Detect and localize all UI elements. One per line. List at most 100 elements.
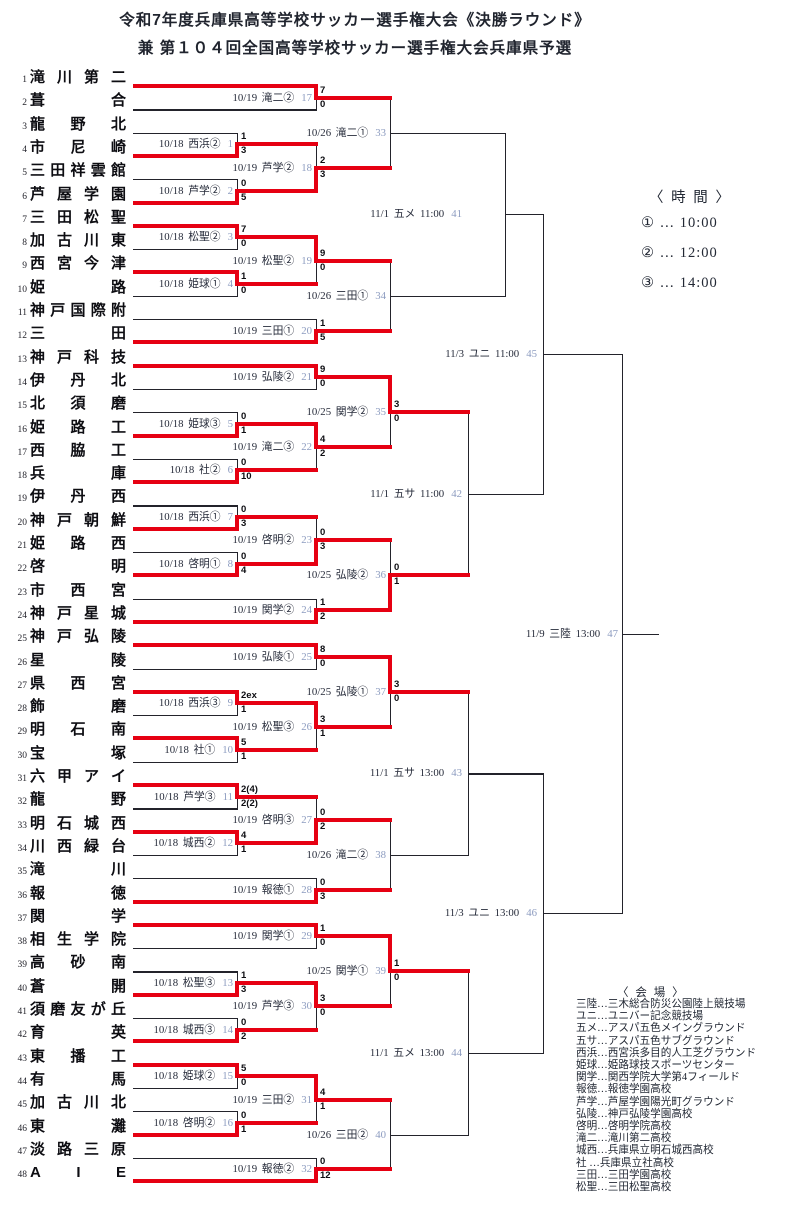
team-name-char: 台 <box>110 837 126 855</box>
team-name-char: 滝 <box>30 69 46 86</box>
winner-path <box>235 783 239 799</box>
team-number: 39 <box>17 960 28 971</box>
team-line <box>133 761 238 763</box>
match-number: 15 <box>222 1070 233 1083</box>
winner-path <box>390 689 470 694</box>
team-name-char: 英 <box>110 1024 126 1042</box>
team-number: 35 <box>17 867 28 878</box>
match-label: 10/19 松聖② 19 <box>162 255 312 267</box>
match-score-bottom: 3 <box>241 518 247 530</box>
team-name-char: 西 <box>30 441 46 459</box>
winner-path <box>314 421 318 450</box>
match-label: 11/9 三陸 13:00 47 <box>468 628 618 640</box>
team-number: 2 <box>22 98 27 109</box>
team-name-char: 工 <box>110 418 126 436</box>
match-score-top: 3 <box>394 399 400 411</box>
match-number: 41 <box>451 208 462 221</box>
team-name-char: 徳 <box>110 884 126 902</box>
team-name-char: 戸 <box>56 511 72 529</box>
team-name: 明石南 <box>30 722 126 738</box>
match-label-text: 10/18 社① <box>164 744 216 757</box>
team-number: 43 <box>17 1053 28 1064</box>
winner-path <box>314 922 318 939</box>
team-name-char: 戸 <box>56 628 72 646</box>
venue-legend-item: 関学…関西学院大学第4フィールド <box>576 1072 740 1084</box>
winner-path <box>314 1074 318 1102</box>
team-line <box>133 179 238 181</box>
winner-path <box>235 468 239 485</box>
match-score-top: 7 <box>241 224 247 236</box>
venue-legend-item: 西浜…西宮浜多目的人工芝グラウンド <box>576 1047 757 1059</box>
winner-path <box>133 643 318 648</box>
winner-path <box>316 445 392 450</box>
match-label-text: 10/18 社② <box>169 464 221 477</box>
match-exit-line <box>543 353 623 356</box>
team-name-char: 市 <box>30 581 46 599</box>
team-name: 神戸弘陵 <box>30 629 126 645</box>
team-name-char: 芦 <box>30 185 46 203</box>
team-number: 11 <box>17 308 27 318</box>
team-line <box>133 1087 238 1090</box>
venue-legend-list: 三陸…三木総合防災公園陸上競技場 ユニ…ユニバー記念競技場 五メ…アスパ五色メイング… <box>576 999 756 1194</box>
team-name: 龍野北 <box>30 116 126 133</box>
match-score-top: 1 <box>394 958 400 970</box>
winner-path <box>316 328 392 333</box>
match-score-bottom: 2 <box>320 448 326 460</box>
match-label: 10/26 滝二① 33 <box>236 127 386 139</box>
match-score-bottom: 4 <box>241 564 247 576</box>
match-number: 21 <box>301 371 312 384</box>
team-name: 報徳 <box>30 884 126 902</box>
team-name-char: 三 <box>30 325 46 343</box>
match-label: 11/1 五メ 13:00 44 <box>312 1047 462 1059</box>
match-exit-line <box>505 214 544 216</box>
team-name-char: 祥 <box>70 162 86 180</box>
team-name-char: 友 <box>70 1001 86 1018</box>
match-number: 6 <box>227 464 233 477</box>
match-label-text: 10/19 啓明② <box>232 534 295 547</box>
winner-path <box>133 619 318 624</box>
winner-path <box>133 340 318 345</box>
winner-path <box>133 1179 318 1184</box>
winner-path <box>390 969 470 974</box>
team-name-char: 関 <box>30 907 46 925</box>
team-name: 飾磨 <box>30 699 126 715</box>
team-name-char: 合 <box>110 92 126 110</box>
match-score-bottom: 0 <box>320 378 326 390</box>
team-line <box>133 1157 317 1160</box>
match-label: 10/18 松聖② 3 <box>83 231 233 243</box>
team-name-char: 星 <box>83 604 99 622</box>
match-label: 11/3 ユニ 11:00 45 <box>387 348 537 360</box>
match-label-text: 10/19 滝二③ <box>232 441 295 454</box>
time-legend-item-2: ② … 12:00 <box>641 245 718 261</box>
team-name-char: 聖 <box>110 208 126 226</box>
match-label-text: 10/18 西浜③ <box>158 697 221 710</box>
team-name-char: 宮 <box>56 255 72 273</box>
match-label: 10/19 三田② 31 <box>162 1094 312 1106</box>
match-number: 9 <box>227 697 233 710</box>
team-name-char: 石 <box>56 814 72 832</box>
winner-path <box>237 142 318 147</box>
match-score-bottom: 10 <box>241 471 252 483</box>
team-name: 六甲アイ <box>30 769 126 785</box>
venue-legend-item: 社 …兵庫県立社高校 <box>576 1157 674 1169</box>
match-number: 34 <box>375 289 386 302</box>
match-number: 28 <box>301 883 312 896</box>
match-number: 25 <box>301 650 312 663</box>
team-name: 三田 <box>30 326 126 342</box>
team-name-char: 緑 <box>83 837 99 855</box>
team-number: 29 <box>17 727 28 738</box>
team-number: 1 <box>22 75 27 85</box>
team-name-char: 育 <box>30 1024 46 1042</box>
venue-legend-header: 〈 会 場 〉 <box>617 987 686 999</box>
team-number: 44 <box>17 1076 28 1087</box>
winner-path <box>133 689 239 694</box>
match-label: 10/19 芦学② 18 <box>162 162 312 174</box>
team-name-char: 東 <box>30 1047 46 1065</box>
match-label: 10/19 弘陵② 21 <box>162 371 312 383</box>
match-score-top: 0 <box>320 806 326 818</box>
team-name-char: 有 <box>30 1070 46 1088</box>
winner-path <box>237 1074 318 1079</box>
team-name-char: が <box>90 1001 106 1018</box>
team-name-char: 崎 <box>110 138 126 156</box>
winner-path <box>237 981 318 986</box>
